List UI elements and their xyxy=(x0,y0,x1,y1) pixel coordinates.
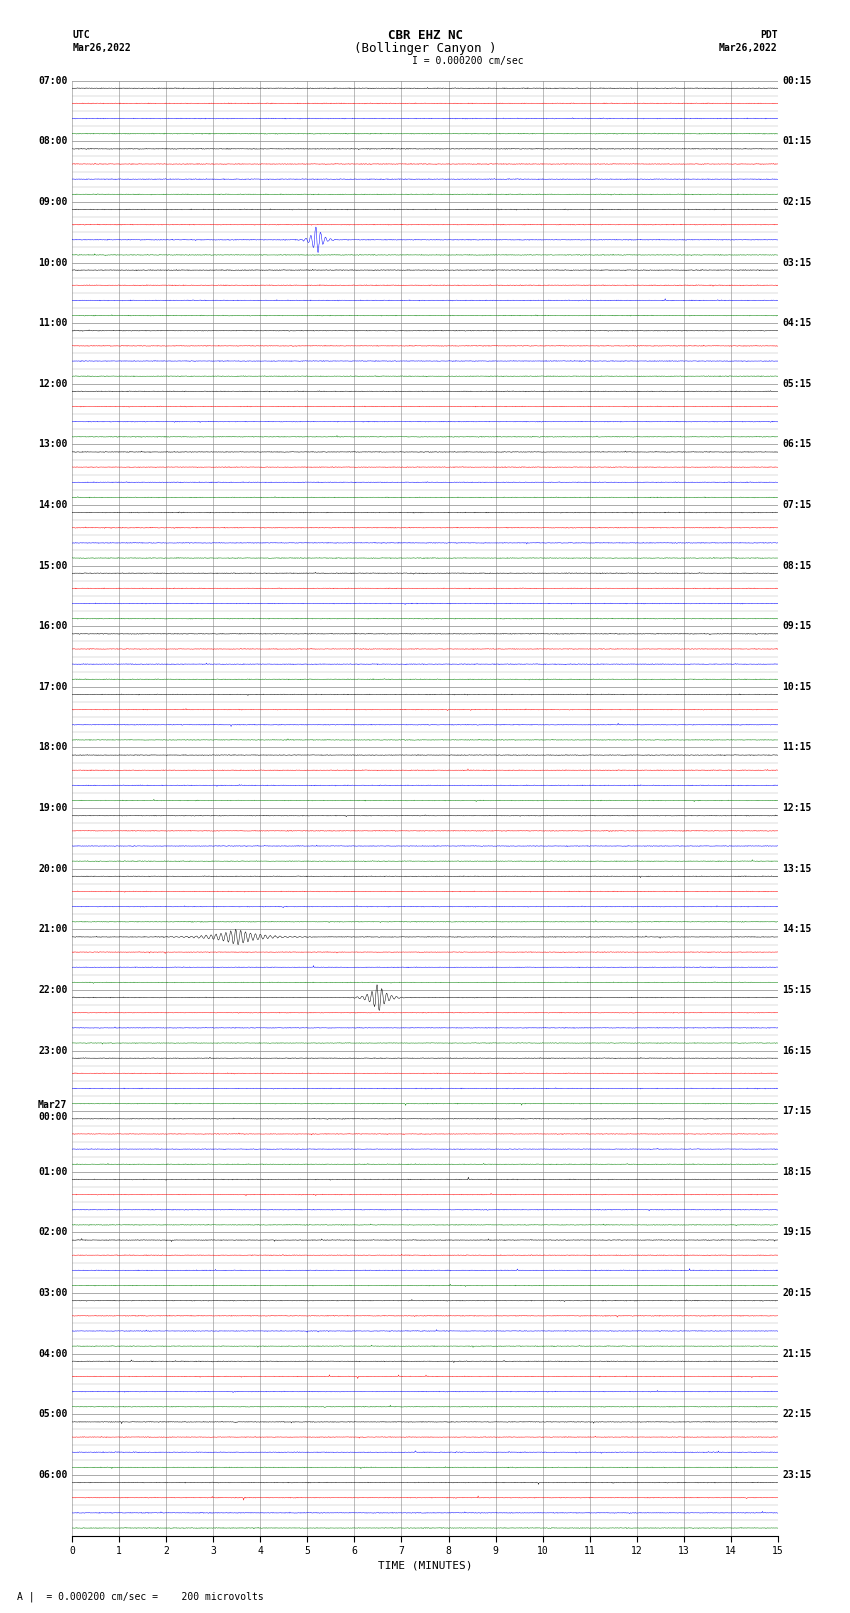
Text: CBR EHZ NC: CBR EHZ NC xyxy=(388,29,462,42)
Text: PDT: PDT xyxy=(760,31,778,40)
Text: Mar26,2022: Mar26,2022 xyxy=(72,44,131,53)
X-axis label: TIME (MINUTES): TIME (MINUTES) xyxy=(377,1560,473,1569)
Text: UTC: UTC xyxy=(72,31,90,40)
Text: I = 0.000200 cm/sec: I = 0.000200 cm/sec xyxy=(412,56,524,66)
Text: Mar26,2022: Mar26,2022 xyxy=(719,44,778,53)
Text: A |  = 0.000200 cm/sec =    200 microvolts: A | = 0.000200 cm/sec = 200 microvolts xyxy=(17,1592,264,1602)
Text: (Bollinger Canyon ): (Bollinger Canyon ) xyxy=(354,42,496,55)
